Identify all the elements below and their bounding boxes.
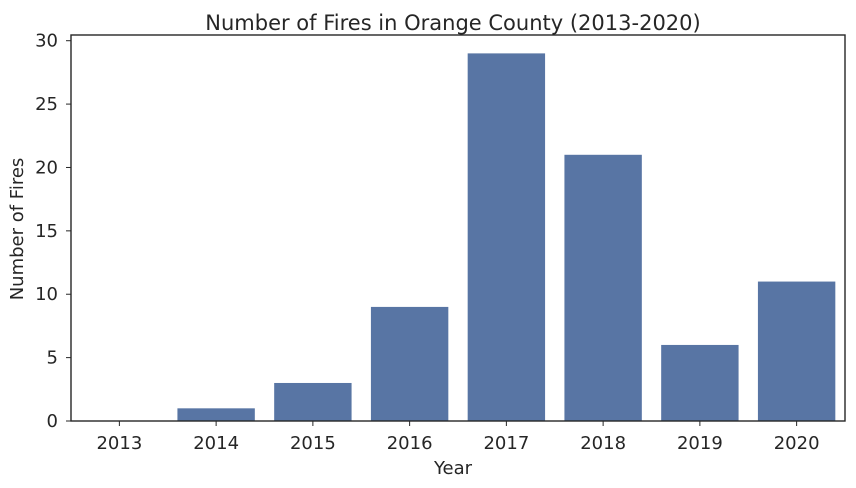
y-tick-label: 10 bbox=[35, 284, 58, 305]
y-tick-label: 20 bbox=[35, 157, 58, 178]
x-tick-label: 2015 bbox=[290, 433, 336, 454]
y-tick-label: 0 bbox=[47, 411, 58, 432]
plot-frame bbox=[70, 34, 846, 422]
bar-2020 bbox=[757, 281, 836, 421]
x-tick-label: 2020 bbox=[774, 433, 820, 454]
y-axis-ticks: 0 5 10 15 20 25 30 bbox=[35, 31, 71, 432]
x-axis-label: Year bbox=[433, 458, 473, 479]
bars-group bbox=[177, 53, 836, 422]
x-tick-label: 2018 bbox=[580, 433, 626, 454]
bar-2017 bbox=[467, 53, 546, 421]
x-tick-label: 2019 bbox=[677, 433, 723, 454]
y-axis-label: Number of Fires bbox=[7, 158, 28, 301]
chart-title: Number of Fires in Orange County (2013-2… bbox=[205, 11, 700, 35]
bar-2019 bbox=[661, 344, 739, 421]
x-tick-label: 2017 bbox=[483, 433, 529, 454]
bar-2014 bbox=[177, 408, 255, 421]
bar-2015 bbox=[274, 382, 352, 421]
y-tick-label: 30 bbox=[35, 31, 58, 52]
x-axis-ticks: 2013 2014 2015 2016 2017 2018 2019 2020 bbox=[96, 421, 820, 454]
x-tick-label: 2016 bbox=[387, 433, 433, 454]
bar-2018 bbox=[564, 154, 642, 422]
y-tick-label: 5 bbox=[47, 348, 58, 369]
y-tick-label: 15 bbox=[35, 221, 58, 242]
x-tick-label: 2013 bbox=[96, 433, 142, 454]
y-tick-label: 25 bbox=[35, 94, 58, 115]
x-tick-label: 2014 bbox=[193, 433, 239, 454]
bar-2016 bbox=[370, 306, 449, 421]
